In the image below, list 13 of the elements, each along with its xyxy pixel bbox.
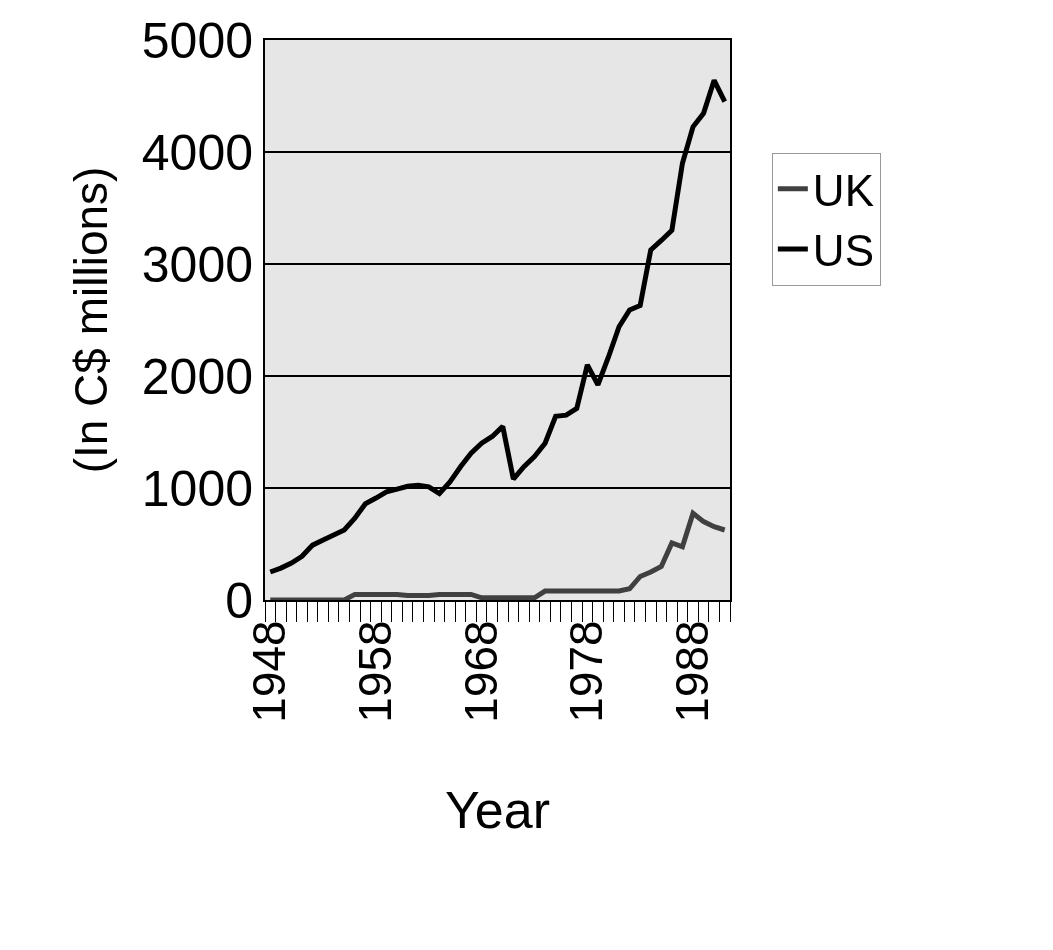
y-tick-label: 4000 xyxy=(141,124,253,181)
x-tick-label: 1968 xyxy=(454,620,507,723)
y-axis-title: (In C$ millions) xyxy=(64,166,117,474)
x-tick-label: 1988 xyxy=(665,620,718,723)
y-tick-label: 1000 xyxy=(141,460,253,517)
y-tick-label: 3000 xyxy=(141,236,253,293)
y-tick-label: 2000 xyxy=(141,348,253,405)
x-tick-label: 1958 xyxy=(348,620,401,723)
legend-label: US xyxy=(812,226,874,276)
x-tick-label: 1978 xyxy=(560,620,613,723)
y-tick-label: 5000 xyxy=(141,12,253,69)
legend-label: UK xyxy=(812,165,874,215)
x-axis-title: Year xyxy=(444,781,551,840)
